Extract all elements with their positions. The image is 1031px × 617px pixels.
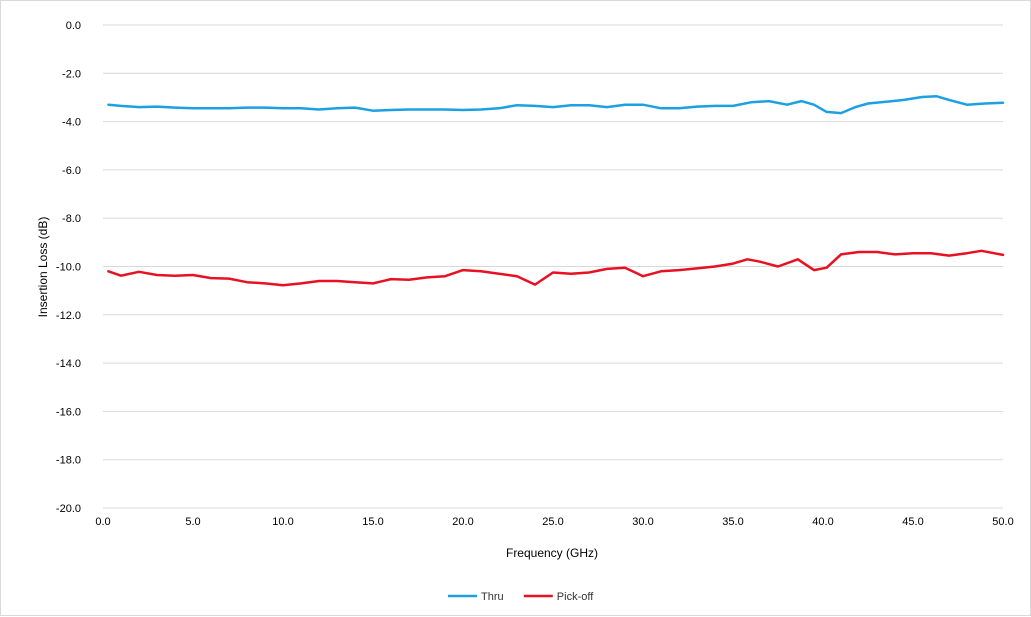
y-axis-title: Insertion Loss (dB) bbox=[36, 217, 50, 318]
y-tick-label: -14.0 bbox=[56, 358, 81, 370]
x-tick-label: 20.0 bbox=[452, 516, 473, 528]
x-tick-label: 40.0 bbox=[812, 516, 833, 528]
x-tick-label: 45.0 bbox=[902, 516, 923, 528]
gridlines bbox=[103, 24, 1003, 509]
legend-label: Thru bbox=[481, 591, 504, 603]
x-tick-label: 50.0 bbox=[992, 516, 1013, 528]
y-axis-ticks: 0.0 -2.0 -4.0 -6.0 -8.0 -10.0 -12.0 -14.0 -16.0 -… bbox=[56, 20, 81, 515]
legend-label: Pick-off bbox=[557, 591, 594, 603]
x-tick-label: 10.0 bbox=[272, 516, 293, 528]
y-tick-label: -6.0 bbox=[62, 165, 81, 177]
x-axis-title: Frequency (GHz) bbox=[506, 546, 598, 560]
series-line-thru bbox=[107, 94, 1005, 115]
x-tick-label: 35.0 bbox=[722, 516, 743, 528]
y-tick-label: -2.0 bbox=[62, 68, 81, 80]
x-tick-label: 0.0 bbox=[95, 516, 110, 528]
x-axis-ticks: 0.0 5.0 10.0 15.0 20.0 25.0 30.0 35.0 40.0 45.0 50… bbox=[95, 516, 1013, 528]
x-tick-label: 30.0 bbox=[632, 516, 653, 528]
series-line-pick-off bbox=[107, 249, 1005, 287]
y-tick-label: 0.0 bbox=[66, 20, 81, 32]
x-tick-label: 5.0 bbox=[185, 516, 200, 528]
x-tick-label: 15.0 bbox=[362, 516, 383, 528]
y-tick-label: -20.0 bbox=[56, 503, 81, 515]
y-tick-label: -18.0 bbox=[56, 455, 81, 467]
y-tick-label: -8.0 bbox=[62, 213, 81, 225]
y-tick-label: -12.0 bbox=[56, 310, 81, 322]
y-tick-label: -4.0 bbox=[62, 117, 81, 129]
x-tick-label: 25.0 bbox=[542, 516, 563, 528]
y-tick-label: -10.0 bbox=[56, 262, 81, 274]
series-lines bbox=[107, 94, 1005, 287]
legend: Thru Pick-off bbox=[448, 591, 594, 603]
y-tick-label: -16.0 bbox=[56, 406, 81, 418]
